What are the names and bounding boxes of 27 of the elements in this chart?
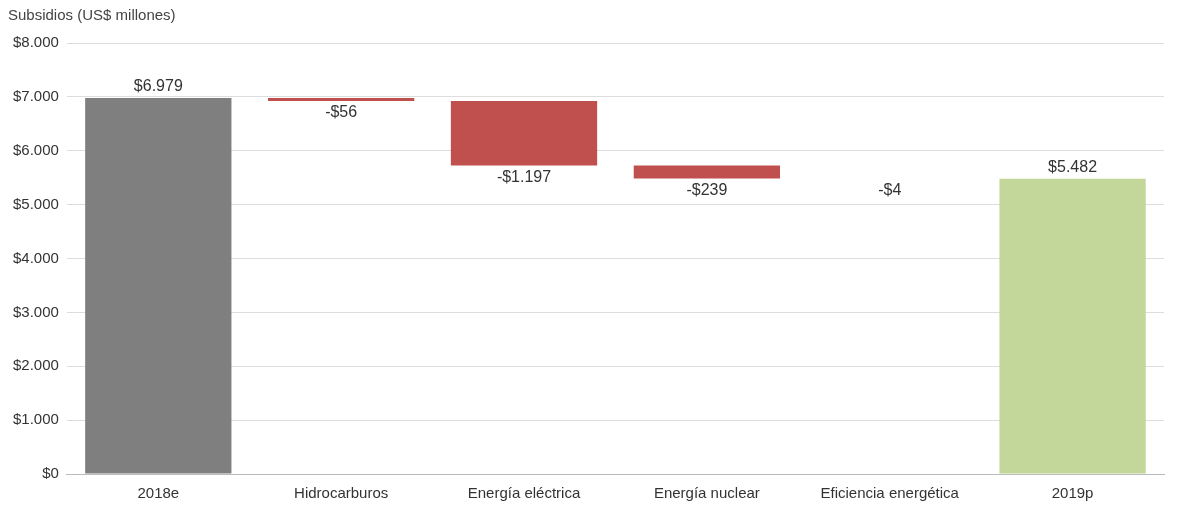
x-tick-label: Hidrocarburos (294, 484, 389, 502)
data-label: $6.979 (133, 77, 183, 95)
y-axis-title: Subsidios (US$ millones) (8, 6, 176, 23)
x-tick-label: Energía eléctrica (467, 484, 581, 502)
x-tick-label: 2018e (137, 484, 180, 502)
x-tick-label: Eficiencia energética (820, 484, 960, 502)
y-tick-label: $4.000 (12, 248, 59, 266)
y-tick-label: $2.000 (12, 356, 59, 374)
y-tick-label: $3.000 (12, 302, 59, 320)
bar (633, 165, 781, 179)
bar (85, 98, 232, 474)
bar (450, 101, 598, 166)
y-tick-label: $5.000 (12, 194, 59, 212)
data-label: $5.482 (1048, 158, 1098, 176)
bar (268, 98, 415, 102)
x-tick-label: Energía nuclear (653, 484, 760, 502)
y-tick-label: $6.000 (12, 140, 59, 158)
data-label: -$1.197 (496, 167, 552, 185)
data-label: -$239 (686, 180, 728, 198)
y-tick-label: $1.000 (12, 410, 59, 428)
x-tick-label: 2019p (1051, 484, 1094, 502)
y-tick-label: $8.000 (12, 33, 59, 51)
bar (999, 178, 1146, 474)
y-tick-label: $7.000 (12, 87, 59, 105)
data-label: -$4 (878, 181, 902, 199)
y-tick-label: $0 (42, 464, 59, 482)
data-label: -$56 (325, 103, 358, 121)
